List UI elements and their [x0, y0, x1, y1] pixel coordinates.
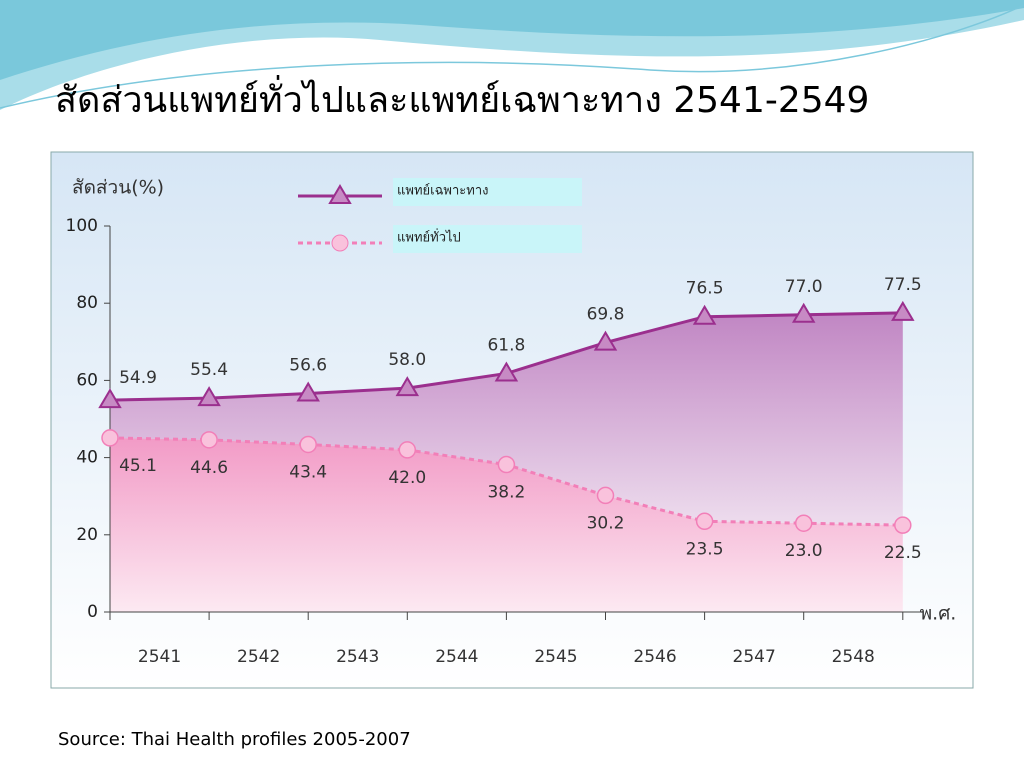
y-tick-label: 100: [66, 216, 98, 236]
data-label: 69.8: [587, 305, 625, 325]
y-tick-label: 20: [76, 525, 98, 545]
legend-label: แพทย์ทั่วไป: [397, 229, 461, 246]
marker: [894, 516, 912, 534]
data-label: 55.4: [190, 360, 228, 380]
data-label: 44.6: [190, 458, 228, 478]
marker: [596, 486, 615, 505]
marker: [101, 429, 119, 447]
legend-marker: [331, 234, 349, 252]
data-label: 23.5: [686, 539, 724, 559]
data-label: 58.0: [388, 350, 426, 370]
area-fill: [110, 437, 903, 612]
marker: [593, 330, 618, 351]
area-fill: [110, 312, 903, 526]
marker: [794, 514, 813, 532]
x-tick-label: 2544: [435, 647, 478, 667]
data-label: 38.2: [487, 483, 525, 503]
data-label: 42.0: [388, 468, 426, 488]
marker: [494, 361, 519, 382]
slide-title: สัดส่วนแพทย์ทั่วไปและแพทย์เฉพาะทาง 2541-…: [55, 75, 869, 121]
wave-line: [0, 4, 1024, 109]
data-label: 22.5: [884, 543, 922, 563]
data-label: 30.2: [587, 513, 625, 533]
data-label: 56.6: [289, 356, 327, 376]
marker: [296, 381, 320, 402]
marker: [197, 386, 221, 407]
y-tick-label: 60: [76, 370, 98, 390]
marker: [299, 435, 317, 454]
data-label: 77.5: [884, 275, 922, 295]
x-axis-title: พ.ศ.: [920, 603, 957, 625]
x-tick-label: 2548: [832, 647, 875, 667]
x-tick-label: 2543: [336, 647, 379, 667]
marker: [497, 455, 516, 474]
marker: [891, 300, 915, 321]
legend-box: [393, 225, 582, 253]
data-label: 45.1: [119, 456, 157, 476]
marker: [692, 304, 717, 325]
marker: [200, 431, 218, 449]
marker: [398, 441, 417, 459]
marker: [98, 388, 122, 409]
x-tick-label: 2542: [237, 647, 280, 667]
data-label: 77.0: [785, 277, 823, 297]
y-tick-label: 40: [76, 448, 98, 468]
wave: [0, 0, 1024, 80]
marker: [395, 376, 420, 397]
plot: 0 20 40 60 80 100 สัดส่วน(%) พ.ศ. 2541 2542 2543 25…: [66, 177, 957, 668]
legend-marker: [328, 184, 352, 204]
data-label: 23.0: [785, 541, 823, 561]
data-label: 61.8: [487, 335, 525, 355]
data-label: 43.4: [289, 462, 327, 482]
x-tick-label: 2541: [138, 647, 181, 667]
y-tick-label: 80: [76, 293, 98, 313]
marker: [695, 512, 714, 531]
legend-label: แพทย์เฉพาะทาง: [397, 183, 489, 199]
x-tick-label: 2547: [733, 647, 776, 667]
y-tick-label: 0: [87, 602, 98, 622]
marker: [791, 302, 816, 323]
legend-box: [393, 178, 582, 206]
x-tick-label: 2546: [633, 647, 676, 667]
x-tick-label: 2545: [534, 647, 577, 667]
data-label: 76.5: [686, 279, 724, 299]
source: Source: Thai Health profiles 2005-2007: [58, 729, 411, 750]
data-label: 54.9: [119, 368, 157, 388]
y-axis-title: สัดส่วน(%): [72, 177, 164, 199]
